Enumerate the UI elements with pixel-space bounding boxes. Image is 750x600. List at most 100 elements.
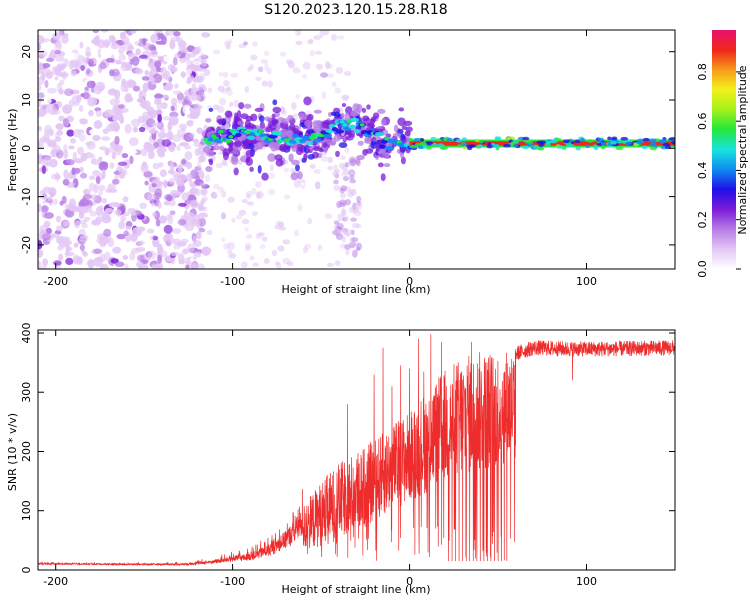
spectrogram-cell: [50, 233, 60, 239]
spectrogram-cell: [309, 50, 316, 57]
spectrogram-cell: [88, 182, 96, 192]
spectrogram-cell: [201, 188, 208, 195]
spectrogram-cell: [323, 142, 328, 148]
spectrogram-cell: [327, 262, 334, 268]
spectrogram-cell: [349, 189, 356, 195]
spectrogram-cell: [250, 54, 258, 61]
spectrogram-cell: [228, 253, 237, 259]
spectrogram-cell: [54, 41, 63, 52]
spectrogram-cell: [181, 158, 187, 165]
spectrogram-cell: [163, 85, 173, 91]
spectrogram-cell: [173, 31, 181, 37]
spectrogram-cell: [341, 94, 350, 101]
spectrogram-cell: [327, 129, 333, 133]
spectrogram-cell: [221, 237, 226, 243]
spectrogram-cell: [295, 144, 305, 152]
spectrogram-cell: [535, 146, 544, 150]
spectrogram-cell: [174, 53, 182, 58]
spectrogram-cell: [99, 49, 110, 57]
spectrogram-cell: [163, 55, 172, 63]
spectrogram-cell: [51, 144, 61, 153]
spectrogram-cell: [256, 191, 261, 200]
spectrogram-cell: [84, 86, 89, 91]
spectrogram-cell: [38, 125, 43, 132]
spectrogram-cell: [82, 188, 91, 195]
spectrogram-cell: [156, 147, 165, 155]
spectrogram-cell: [54, 50, 61, 55]
spectrogram-cell: [347, 131, 353, 138]
spectrogram-cell: [319, 248, 325, 254]
spectrogram-cell: [88, 58, 94, 67]
spectrogram-cell: [203, 249, 209, 255]
spectrogram-cell: [351, 222, 360, 229]
spectrogram-cell: [112, 246, 122, 254]
spectrogram-cell: [191, 138, 199, 143]
spectrogram-cell: [90, 159, 101, 165]
spectrogram-cell: [312, 146, 321, 152]
spectrogram-cell: [585, 144, 591, 149]
spectrogram-cell: [83, 56, 88, 63]
colorbar-tick-label: 0.8: [696, 63, 709, 81]
spectrogram-cell: [333, 179, 339, 185]
spectrogram-cell: [419, 142, 427, 146]
spectrogram-cell: [241, 218, 250, 225]
spectrogram-cell: [100, 136, 111, 141]
spectrogram-cell: [290, 167, 296, 174]
colorbar-tick-label: 0.2: [696, 211, 709, 229]
spectrogram-cell: [55, 174, 61, 180]
x-tick-label: -100: [220, 275, 245, 288]
spectrogram-cell: [161, 139, 172, 147]
spectrogram-cell: [147, 60, 152, 68]
spectrogram-cell: [163, 179, 168, 189]
spectrogram-cell: [168, 199, 176, 207]
spectrogram-cell: [125, 225, 132, 230]
spectrogram-cell: [176, 180, 185, 187]
spectrogram-ylabel: Frequency (Hz): [6, 109, 19, 192]
spectrogram-cell: [172, 56, 178, 66]
spectrogram-cell: [252, 41, 258, 47]
spectrogram-cell: [190, 169, 199, 180]
spectrogram-cell: [118, 220, 126, 230]
spectrogram-cell: [140, 148, 148, 157]
spectrogram-cell: [345, 249, 350, 256]
spectrogram-cell: [205, 117, 212, 123]
spectrogram-cell: [227, 196, 235, 203]
spectrogram-plot-area: [38, 30, 675, 269]
spectrogram-cell: [185, 91, 190, 97]
spectrogram-cell: [324, 213, 333, 219]
snr-frame: [37, 329, 676, 571]
spectrogram-cell: [399, 147, 405, 153]
spectrogram-cell: [98, 190, 103, 196]
spectrogram-cell: [221, 212, 226, 220]
spectrogram-cell: [321, 91, 326, 100]
spectrogram-cell: [167, 214, 174, 225]
spectrogram-cell: [80, 65, 85, 71]
spectrogram-cell: [292, 67, 301, 74]
spectrogram-cell: [252, 262, 259, 267]
spectrogram-cell: [49, 142, 57, 147]
spectrogram-cell: [246, 201, 254, 206]
spectrogram-cell: [291, 143, 298, 152]
spectrogram-cell: [86, 219, 92, 226]
spectrogram-cell: [41, 206, 48, 213]
spectrogram-cell: [263, 116, 272, 121]
spectrogram-cell: [113, 144, 124, 152]
spectrogram-cell: [172, 90, 182, 95]
spectrogram-cell: [291, 133, 299, 139]
snr-panel: -200 -100 0 100 0 100 200 300 400 Height of stra…: [6, 323, 676, 596]
spectrogram-cell: [245, 157, 253, 166]
spectrogram-cell: [98, 146, 108, 151]
spectrogram-cell: [477, 144, 484, 148]
spectrogram-cell: [277, 245, 285, 252]
spectrogram-cell: [597, 137, 604, 142]
spectrogram-cell: [108, 121, 119, 131]
spectrogram-cell: [641, 145, 648, 150]
spectrogram-cell: [56, 225, 64, 232]
spectrogram-cell: [152, 237, 160, 248]
spectrogram-cell: [44, 80, 49, 88]
spectrogram-cell: [303, 153, 308, 162]
colorbar-tick-label: 0.0: [696, 260, 709, 278]
spectrogram-cell: [198, 91, 204, 97]
spectrogram-cell: [152, 235, 159, 241]
spectrogram-cell: [144, 180, 149, 186]
